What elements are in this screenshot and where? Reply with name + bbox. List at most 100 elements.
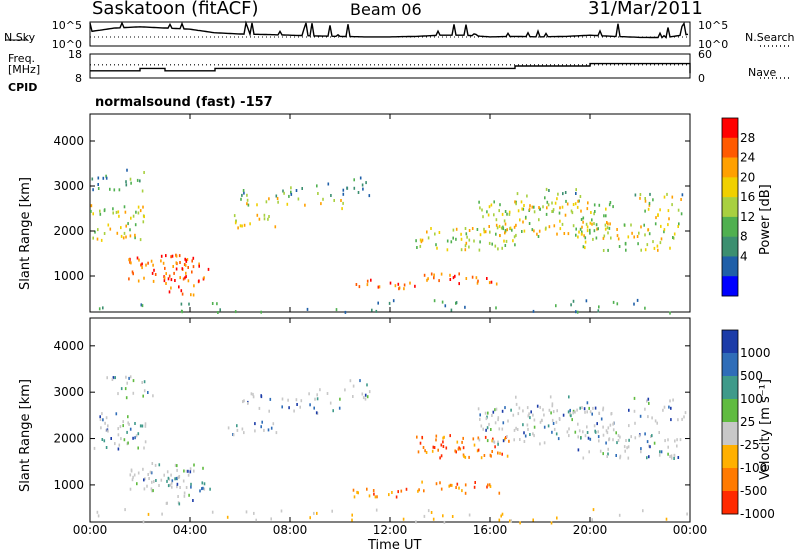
power-cell (434, 232, 436, 236)
velocity-cell (442, 445, 445, 448)
power-cell (268, 215, 270, 218)
velocity-cell (568, 427, 570, 431)
freq-label: Freq. [MHz] (8, 53, 40, 75)
freq-frame (89, 53, 691, 79)
velocity-cell (443, 435, 445, 439)
velocity-cell (141, 424, 144, 428)
power-cell (216, 302, 218, 306)
velocity-cell (498, 518, 501, 522)
velocity-cell (123, 438, 126, 442)
power-cell (490, 280, 493, 284)
velocity-cell (182, 479, 185, 483)
power-cell (595, 236, 598, 240)
power-cell (174, 279, 176, 282)
power-cell (479, 206, 481, 210)
power-cell (191, 259, 193, 263)
velocity-colorbar-swatch (722, 422, 738, 446)
velocity-cell (577, 435, 579, 439)
velocity-cell (203, 487, 206, 491)
velocity-colorbar-tick: 1000 (740, 346, 771, 360)
power-cell (602, 249, 605, 252)
power-cell (198, 264, 200, 268)
power-cell (594, 210, 596, 213)
power-cell (591, 222, 593, 226)
velocity-cell (435, 434, 438, 438)
power-cell (638, 231, 640, 235)
power-cell (389, 281, 392, 285)
power-cell (522, 220, 524, 224)
velocity-cell (169, 483, 172, 487)
velocity-cell (532, 413, 534, 417)
power-cell (536, 232, 538, 236)
velocity-cell (644, 407, 646, 411)
power-cell (103, 232, 106, 235)
velocity-cell (599, 449, 602, 453)
velocity-cell (104, 421, 106, 425)
velocity-cell (513, 428, 516, 432)
velocity-cell (602, 425, 604, 429)
freq-tick-right: 0 (698, 72, 705, 85)
noise-tick-left: 10^0 (52, 38, 82, 51)
power-cell (184, 276, 186, 280)
power-cell (562, 192, 564, 196)
velocity-cell (129, 427, 132, 431)
power-cell (455, 301, 458, 305)
power-cell (460, 232, 462, 236)
power-cell (576, 205, 579, 209)
velocity-cell (143, 487, 146, 491)
velocity-cell (539, 442, 541, 446)
power-cell (129, 234, 132, 238)
power-cell (593, 203, 596, 207)
velocity-cell (316, 393, 318, 397)
power-cell (427, 277, 429, 281)
velocity-cell (242, 400, 244, 404)
velocity-cell (356, 490, 358, 494)
velocity-cell (602, 433, 605, 437)
power-cell (357, 191, 360, 194)
power-cell (98, 307, 101, 311)
power-cell (660, 224, 662, 228)
velocity-cell (684, 411, 687, 415)
power-cell (282, 189, 284, 193)
power-cell (180, 289, 183, 293)
power-cell (644, 306, 646, 310)
power-cell (184, 257, 186, 261)
velocity-cell (669, 455, 671, 458)
power-cell (193, 284, 195, 288)
power-cell (680, 198, 682, 201)
power-cell (277, 200, 279, 204)
power-cell (572, 224, 575, 228)
velocity-cell (423, 489, 425, 493)
power-cell (515, 202, 517, 206)
velocity-cell (612, 438, 614, 442)
power-cell (117, 210, 120, 214)
velocity-cell (533, 418, 536, 422)
velocity-cell (144, 424, 147, 428)
power-cell (346, 186, 349, 190)
velocity-cell (174, 463, 177, 467)
power-cell (582, 220, 584, 224)
power-cell (495, 282, 498, 286)
velocity-cell (132, 379, 135, 383)
power-cell (123, 205, 126, 209)
velocity-cell (476, 449, 479, 453)
power-cell (589, 231, 591, 235)
velocity-cell (439, 481, 441, 485)
velocity-cell (112, 376, 115, 380)
velocity-colorbar-swatch (722, 491, 738, 515)
power-cell (648, 201, 651, 205)
velocity-cell (260, 395, 263, 399)
velocity-cell (154, 463, 157, 467)
velocity-cell (366, 383, 368, 387)
power-cell (170, 286, 172, 290)
power-y-label: Slant Range [km] (18, 177, 33, 290)
velocity-cell (594, 406, 597, 410)
power-cell (486, 277, 488, 280)
velocity-cell (243, 399, 245, 403)
velocity-cell (591, 518, 593, 522)
velocity-cell (589, 410, 592, 414)
velocity-cell (628, 424, 630, 428)
power-cell (151, 271, 154, 275)
power-cell (102, 176, 105, 180)
velocity-cell (300, 399, 303, 403)
